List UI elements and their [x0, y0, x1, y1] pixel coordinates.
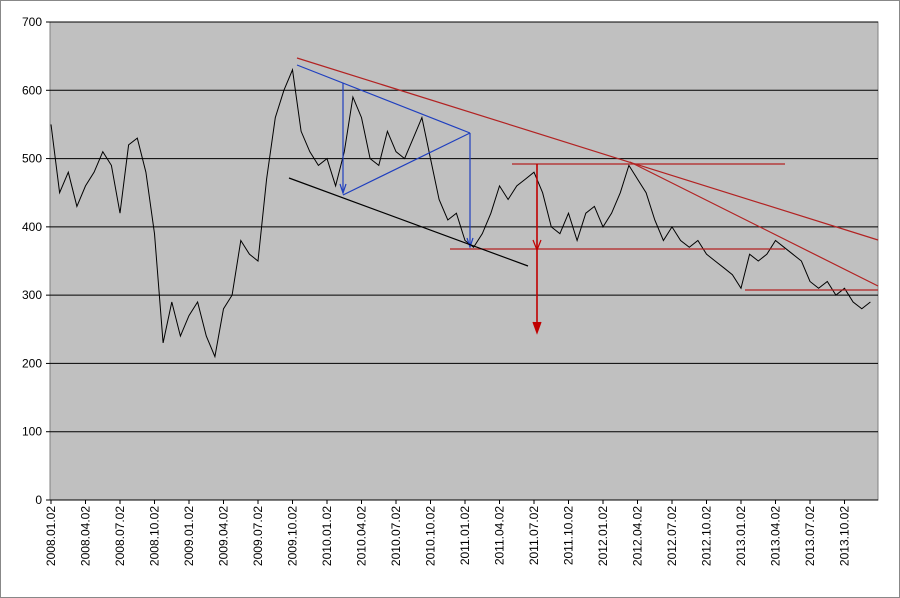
y-tick-label: 200: [22, 356, 42, 370]
trend-line: [296, 57, 879, 241]
x-tick-label: 2011.04.02: [493, 506, 507, 565]
x-tick-label: 2008.07.02: [113, 506, 127, 566]
x-tick-label: 2010.04.02: [355, 506, 369, 566]
arrow-head: [532, 239, 542, 252]
x-tick-label: 2008.01.02: [44, 506, 58, 566]
x-tick-label: 2011.01.02: [458, 506, 472, 565]
labels: 0 100 200 300 400 500 600 700 2008.01.02 2008.04.…: [22, 15, 852, 566]
y-tick-label: 300: [22, 288, 42, 302]
x-tick-label: 2012.10.02: [700, 506, 714, 566]
plot-area: [49, 21, 879, 501]
triangle-line: [342, 132, 471, 196]
y-tick-label: 400: [22, 220, 42, 234]
trend-line: [288, 177, 529, 267]
x-tick-label: 2009.07.02: [251, 506, 265, 566]
x-tick-label: 2009.01.02: [182, 506, 196, 566]
arrow-head: [466, 237, 474, 249]
x-tick-label: 2009.10.02: [286, 506, 300, 566]
y-tick-label: 600: [22, 83, 42, 97]
x-tick-label: 2010.10.02: [424, 506, 438, 566]
x-tick-label: 2012.04.02: [631, 506, 645, 566]
x-tick-label: 2013.10.02: [838, 506, 852, 566]
x-tick-label: 2008.10.02: [148, 506, 162, 566]
x-tick-label: 2008.04.02: [79, 506, 93, 566]
y-tick-label: 100: [22, 425, 42, 439]
x-tick-label: 2010.01.02: [320, 506, 334, 566]
y-tick-label: 0: [35, 493, 42, 507]
x-tick-label: 2012.07.02: [665, 506, 679, 566]
x-tick-label: 2011.10.02: [562, 506, 576, 565]
x-tick-label: 2013.01.02: [734, 506, 748, 566]
arrow-head: [339, 183, 347, 195]
y-tick-label: 500: [22, 152, 42, 166]
x-tick-label: 2013.04.02: [769, 506, 783, 566]
triangle-line: [296, 64, 471, 134]
x-tick-label: 2012.01.02: [596, 506, 610, 566]
series: [50, 67, 871, 359]
x-tick-label: 2011.07.02: [527, 506, 541, 565]
annotations: [288, 57, 879, 335]
x-tick-label: 2009.04.02: [217, 506, 231, 566]
price-line: [50, 67, 871, 359]
x-tick-label: 2013.07.02: [803, 506, 817, 566]
trend-line: [629, 161, 879, 287]
grid: [46, 21, 878, 504]
y-tick-label: 700: [22, 15, 42, 29]
x-tick-label: 2010.07.02: [389, 506, 403, 566]
arrow-head: [532, 321, 542, 335]
